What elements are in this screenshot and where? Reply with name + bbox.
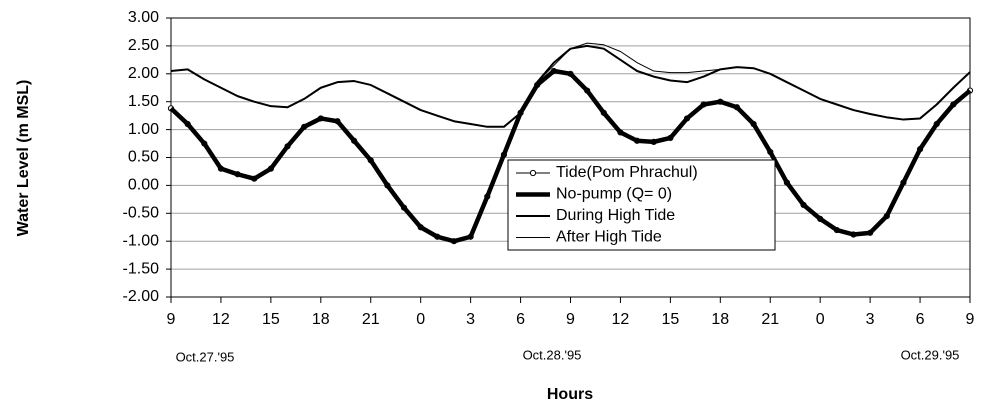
x-tick-label: 3 bbox=[866, 311, 875, 328]
date-label: Oct.28.'95 bbox=[523, 347, 582, 362]
y-tick-label: 1.00 bbox=[128, 121, 159, 138]
x-tick-label: 9 bbox=[167, 311, 176, 328]
x-tick-label: 6 bbox=[916, 311, 925, 328]
x-tick-label: 12 bbox=[612, 311, 630, 328]
legend-marker bbox=[529, 169, 537, 177]
x-tick-label: 6 bbox=[516, 311, 525, 328]
plot-frame bbox=[170, 17, 971, 298]
x-tick-label: 18 bbox=[312, 311, 330, 328]
x-tick-label: 12 bbox=[212, 311, 230, 328]
x-tick-label: 9 bbox=[566, 311, 575, 328]
legend-box bbox=[507, 159, 776, 251]
x-tick-label: 3 bbox=[466, 311, 475, 328]
y-tick-label: 2.50 bbox=[128, 37, 159, 54]
series-line bbox=[169, 68, 972, 244]
x-tick-label: 15 bbox=[661, 311, 679, 328]
y-tick-label: -1.50 bbox=[123, 260, 160, 277]
y-tick-label: 3.00 bbox=[128, 9, 159, 26]
x-axis-label: Hours bbox=[547, 386, 593, 403]
legend-label: During High Tide bbox=[556, 207, 675, 224]
legend-label: Tide(Pom Phrachul) bbox=[556, 164, 698, 181]
y-tick-label: -1.00 bbox=[123, 232, 160, 249]
y-tick-label: 1.50 bbox=[128, 93, 159, 110]
x-tick-label: 21 bbox=[761, 311, 779, 328]
date-label: Oct.27.'95 bbox=[176, 349, 235, 364]
x-tick-label: 21 bbox=[362, 311, 380, 328]
y-tick-label: -0.50 bbox=[123, 205, 160, 222]
series-line bbox=[170, 44, 971, 128]
legend-label: No-pump (Q= 0) bbox=[556, 186, 672, 203]
series-line bbox=[170, 42, 971, 128]
legend-label: After High Tide bbox=[556, 229, 662, 246]
x-tick-label: 15 bbox=[262, 311, 280, 328]
y-tick-label: 0.00 bbox=[128, 177, 159, 194]
y-tick-label: 0.50 bbox=[128, 149, 159, 166]
y-tick-label: -2.00 bbox=[123, 288, 160, 305]
x-tick-label: 9 bbox=[966, 311, 975, 328]
date-label: Oct.29.'95 bbox=[901, 347, 960, 362]
x-tick-label: 0 bbox=[816, 311, 825, 328]
x-tick-label: 0 bbox=[416, 311, 425, 328]
y-tick-label: 2.00 bbox=[128, 65, 159, 82]
x-tick-label: 18 bbox=[711, 311, 729, 328]
y-axis-label: Water Level (m MSL) bbox=[15, 80, 32, 237]
